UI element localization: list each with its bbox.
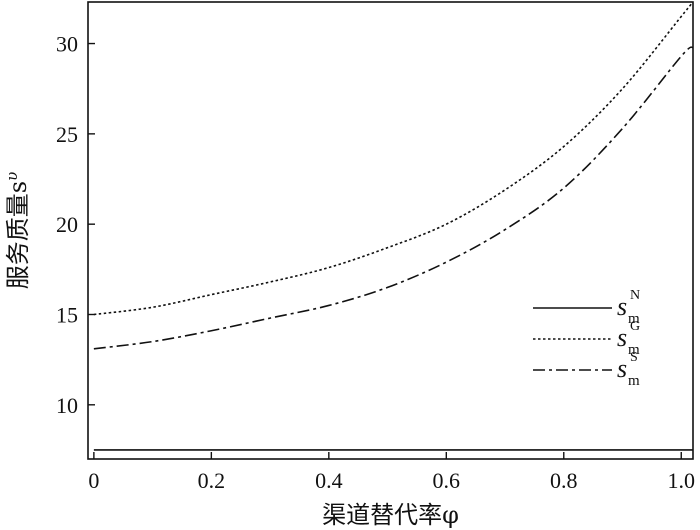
legend-subscript: m	[628, 311, 640, 327]
x-tick-label: 1.0	[668, 468, 696, 493]
legend-subscript: m	[628, 342, 640, 358]
y-axis-title-main: 服务质量s	[4, 181, 32, 289]
legend-subscript: m	[628, 373, 640, 389]
series-layer	[93, 2, 693, 451]
series-line	[93, 2, 693, 316]
legend-superscript: S	[630, 350, 638, 365]
y-tick-label: 15	[56, 302, 78, 327]
legend-symbol: s	[617, 292, 627, 321]
legend-symbol: s	[617, 354, 627, 383]
y-axis-title: 服务质量sυ	[3, 172, 32, 289]
y-tick-label: 20	[56, 212, 78, 237]
legend-superscript: G	[630, 319, 640, 334]
x-tick-label: 0.4	[315, 468, 343, 493]
y-axis-title-superscript: υ	[3, 172, 21, 181]
axis-ticks: 0 0.2 0.4 0.6 0.8 1.0 10 15 20 25 30	[56, 32, 695, 493]
x-tick-label: 0.8	[550, 468, 578, 493]
legend-symbol: s	[617, 323, 627, 352]
y-tick-label: 30	[56, 32, 78, 57]
x-tick-label: 0	[88, 468, 99, 493]
x-axis-title: 渠道替代率φ	[322, 501, 459, 529]
x-tick-label: 0.2	[198, 468, 226, 493]
legend: s Nms Gms Sm	[533, 288, 640, 389]
plot-area-frame	[87, 1, 694, 460]
y-tick-label: 10	[56, 393, 78, 418]
y-tick-label: 25	[56, 122, 78, 147]
series-line	[93, 46, 693, 350]
legend-superscript: N	[630, 288, 640, 303]
x-tick-label: 0.6	[433, 468, 461, 493]
